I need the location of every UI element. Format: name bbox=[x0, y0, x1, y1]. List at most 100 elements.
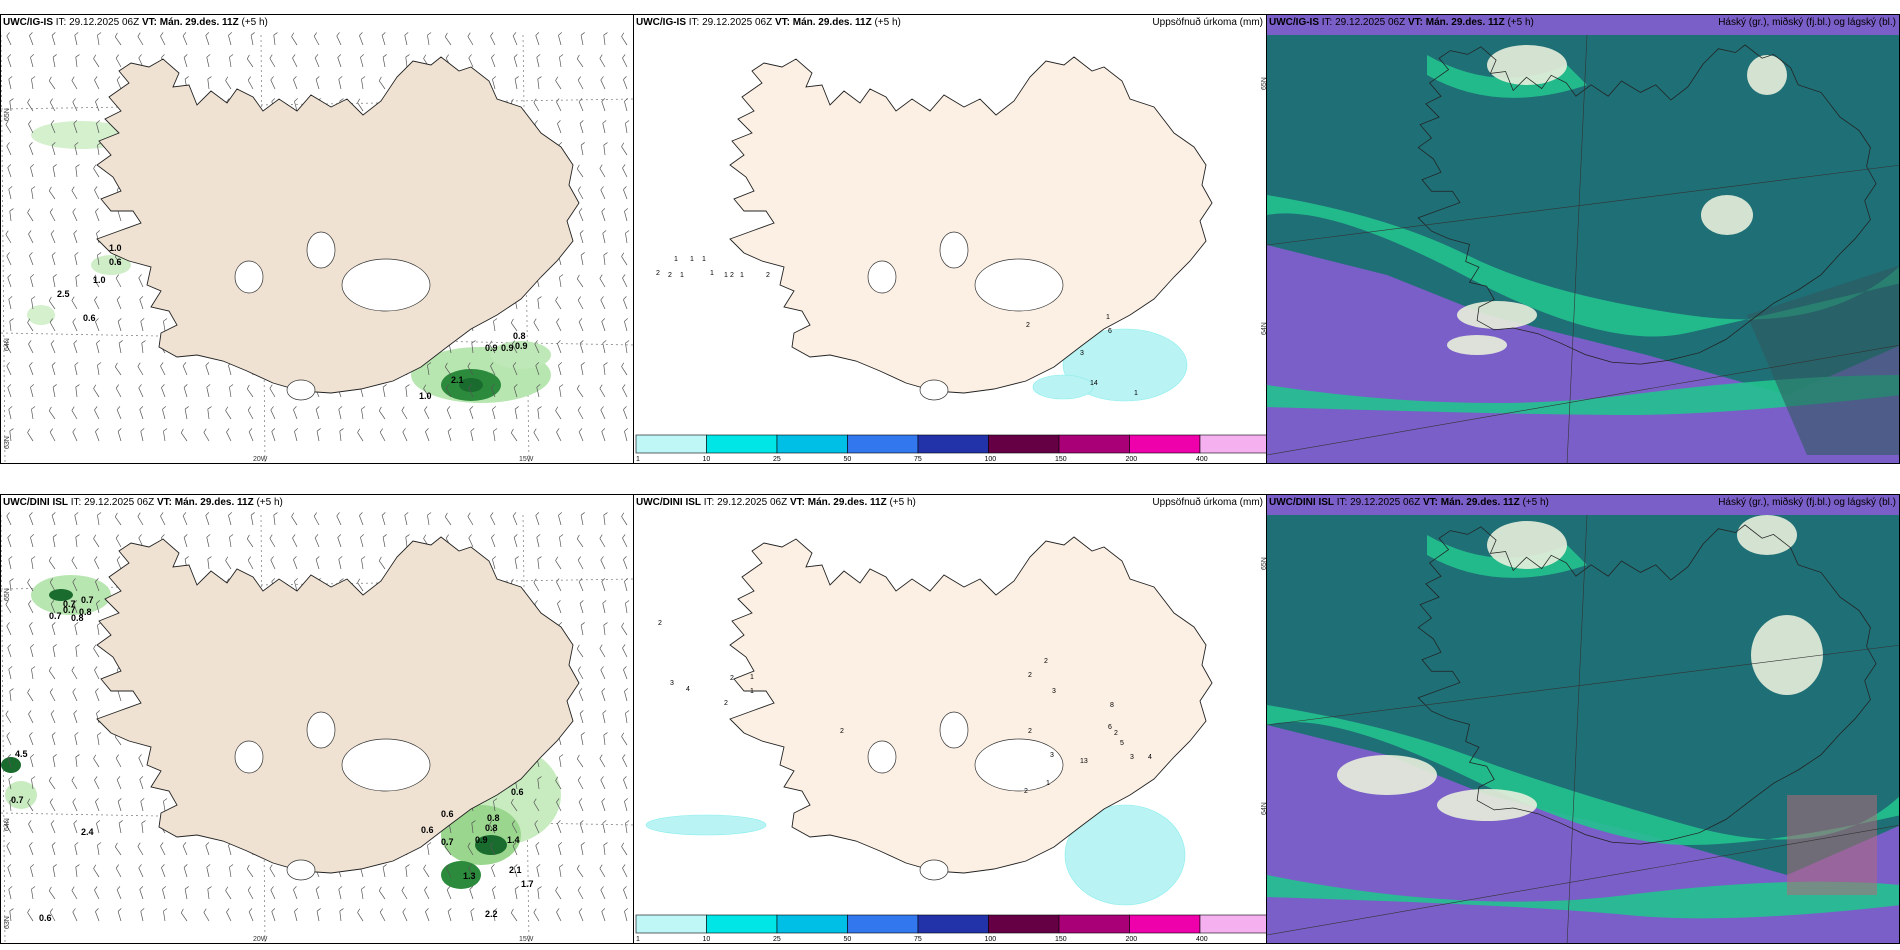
wind-barb bbox=[602, 710, 607, 724]
wind-barb bbox=[94, 886, 100, 900]
barb-flag bbox=[577, 186, 581, 191]
barb-staff bbox=[74, 845, 78, 856]
wind-barb bbox=[226, 908, 232, 922]
wind-barb bbox=[31, 666, 36, 680]
barb-flag bbox=[137, 362, 141, 367]
wind-barb bbox=[97, 362, 102, 376]
barb-staff bbox=[229, 387, 232, 398]
barb-flag bbox=[361, 76, 366, 80]
wind-barb bbox=[491, 534, 496, 548]
wind-barb bbox=[514, 406, 519, 420]
barb-staff bbox=[97, 735, 100, 746]
barb-staff bbox=[207, 889, 210, 900]
barb-staff bbox=[291, 36, 298, 46]
barb-flag bbox=[29, 32, 33, 36]
wind-barb bbox=[117, 908, 122, 922]
wind-barb bbox=[30, 384, 34, 398]
wind-barb bbox=[161, 864, 166, 878]
wind-barb bbox=[378, 886, 386, 900]
barb-staff bbox=[599, 388, 606, 398]
barb-flag bbox=[229, 534, 234, 538]
wind-barb bbox=[29, 512, 34, 526]
wind-barb bbox=[338, 886, 343, 900]
barb-staff bbox=[578, 211, 584, 222]
barb-staff bbox=[115, 278, 122, 288]
wind-barb bbox=[71, 776, 78, 790]
wind-barb bbox=[624, 318, 628, 332]
wind-barb bbox=[183, 54, 188, 68]
wind-barb bbox=[555, 776, 562, 790]
barb-flag bbox=[623, 186, 627, 190]
colorbar-label: 1 bbox=[636, 936, 640, 943]
barb-staff bbox=[580, 365, 584, 376]
barb-flag bbox=[533, 908, 537, 913]
high-cloud-patch bbox=[1751, 615, 1823, 695]
wind-barb bbox=[74, 32, 79, 46]
barb-flag bbox=[381, 512, 386, 516]
wind-value-label: 0.7 bbox=[11, 795, 24, 805]
barb-staff bbox=[116, 779, 122, 790]
barb-staff bbox=[558, 845, 562, 856]
barb-flag bbox=[28, 710, 32, 715]
barb-flag bbox=[115, 54, 119, 59]
barb-flag bbox=[468, 54, 472, 59]
barb-flag bbox=[271, 428, 276, 432]
wind-barb bbox=[75, 644, 80, 658]
barb-staff bbox=[536, 57, 540, 68]
wind-barb bbox=[623, 666, 628, 680]
barb-staff bbox=[579, 343, 584, 354]
wind-barb bbox=[248, 428, 254, 442]
barb-staff bbox=[559, 757, 562, 768]
precip-value: 1 bbox=[1134, 390, 1138, 397]
wind-barb bbox=[314, 54, 320, 68]
barb-staff bbox=[160, 35, 166, 46]
barb-staff bbox=[514, 889, 518, 900]
barb-staff bbox=[75, 57, 78, 68]
wind-barb bbox=[402, 428, 408, 442]
barb-staff bbox=[250, 35, 254, 46]
barb-staff bbox=[603, 35, 606, 46]
barb-flag bbox=[467, 32, 471, 37]
wind-barb bbox=[71, 296, 78, 310]
barb-staff bbox=[71, 560, 78, 570]
barb-flag bbox=[492, 886, 496, 890]
barb-flag bbox=[72, 428, 76, 433]
barb-staff bbox=[94, 79, 100, 90]
wind-barb bbox=[72, 688, 78, 702]
barb-flag bbox=[48, 76, 52, 81]
barb-staff bbox=[27, 582, 34, 592]
barb-flag bbox=[72, 908, 76, 913]
barb-staff bbox=[599, 648, 606, 658]
wind-barb bbox=[271, 428, 276, 442]
wind-barb bbox=[72, 578, 78, 592]
wind-barb bbox=[624, 428, 628, 442]
vt-label: VT: bbox=[141, 17, 157, 28]
barb-staff bbox=[29, 365, 34, 376]
colorbar-segment bbox=[917, 434, 989, 454]
barb-staff bbox=[50, 823, 56, 834]
barb-flag bbox=[52, 864, 57, 868]
barb-staff bbox=[31, 299, 34, 310]
vt-value: Mán. 29.des. 11Z bbox=[1440, 497, 1520, 508]
barb-staff bbox=[601, 801, 606, 812]
wind-barb bbox=[7, 864, 12, 878]
wind-barb bbox=[8, 666, 13, 680]
barb-staff bbox=[514, 409, 518, 420]
wind-barb bbox=[467, 362, 474, 376]
barb-flag bbox=[467, 842, 471, 847]
wind-barb bbox=[622, 384, 628, 398]
barb-staff bbox=[623, 299, 628, 310]
mid-cloud-area bbox=[1267, 515, 1899, 875]
barb-flag bbox=[8, 186, 13, 190]
barb-staff bbox=[405, 387, 408, 398]
barb-staff bbox=[7, 867, 12, 878]
wind-barb bbox=[137, 842, 144, 856]
barb-staff bbox=[359, 515, 364, 526]
wind-barb bbox=[5, 710, 12, 724]
barb-staff bbox=[115, 868, 122, 878]
wind-barb bbox=[444, 842, 452, 856]
precip-value: 5 bbox=[1120, 740, 1124, 747]
wind-barb bbox=[580, 362, 585, 376]
barb-staff bbox=[316, 431, 320, 442]
wind-barb bbox=[207, 76, 212, 90]
